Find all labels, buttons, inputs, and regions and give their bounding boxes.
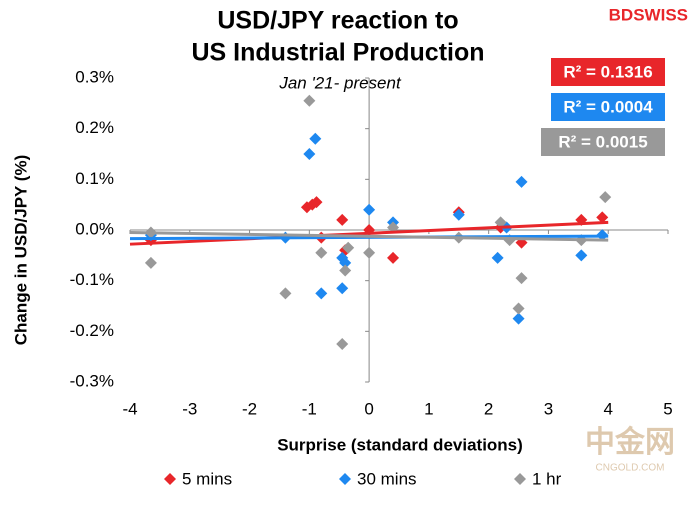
y-tick-label: -0.3% bbox=[70, 371, 114, 390]
legend-marker bbox=[164, 473, 176, 485]
point bbox=[309, 132, 322, 145]
legend-marker bbox=[339, 473, 351, 485]
x-tick-label: -1 bbox=[302, 399, 317, 418]
legend-label: 30 mins bbox=[357, 469, 417, 488]
legend-label: 1 hr bbox=[532, 469, 562, 488]
point bbox=[596, 211, 609, 224]
watermark: 中金网 bbox=[585, 425, 675, 459]
y-tick-label: 0.1% bbox=[75, 169, 114, 188]
point bbox=[339, 264, 352, 277]
point bbox=[452, 208, 465, 221]
chart-subtitle: Jan '21- present bbox=[278, 73, 402, 92]
r2-box bbox=[551, 58, 665, 86]
r2-box bbox=[541, 128, 665, 156]
point bbox=[363, 246, 376, 259]
point bbox=[512, 302, 525, 315]
point bbox=[515, 272, 528, 285]
point bbox=[315, 287, 328, 300]
point bbox=[512, 312, 525, 325]
x-axis-label: Surprise (standard deviations) bbox=[277, 435, 523, 454]
point bbox=[279, 287, 292, 300]
point bbox=[315, 246, 328, 259]
point bbox=[515, 175, 528, 188]
r2-label: R² = 0.0004 bbox=[563, 97, 653, 116]
point bbox=[387, 251, 400, 264]
trend-line bbox=[129, 231, 609, 242]
legend-label: 5 mins bbox=[182, 469, 232, 488]
point bbox=[144, 256, 157, 269]
point bbox=[494, 216, 507, 229]
x-tick-label: -3 bbox=[182, 399, 197, 418]
x-tick-label: 5 bbox=[663, 399, 672, 418]
point bbox=[303, 148, 316, 160]
point bbox=[310, 196, 323, 209]
y-tick-label: 0.2% bbox=[75, 118, 114, 137]
y-tick-label: 0.0% bbox=[75, 219, 114, 238]
y-tick-label: -0.1% bbox=[70, 270, 114, 289]
point bbox=[387, 221, 400, 234]
point bbox=[303, 94, 316, 107]
point bbox=[599, 191, 612, 204]
trend-line bbox=[129, 220, 609, 246]
y-tick-label: 0.3% bbox=[75, 67, 114, 86]
point bbox=[575, 249, 588, 262]
point bbox=[336, 213, 349, 226]
chart-title: USD/JPY reaction to bbox=[217, 7, 458, 35]
point bbox=[336, 282, 349, 295]
r2-label: R² = 0.1316 bbox=[563, 62, 652, 81]
x-tick-label: 2 bbox=[484, 399, 493, 418]
x-tick-label: -4 bbox=[122, 399, 137, 418]
point bbox=[336, 338, 349, 350]
y-axis-label: Change in USD/JPY (%) bbox=[11, 155, 30, 346]
x-tick-label: 1 bbox=[424, 399, 433, 418]
point bbox=[491, 251, 504, 264]
r2-label: R² = 0.0015 bbox=[558, 132, 647, 151]
legend-marker bbox=[514, 473, 526, 485]
x-tick-label: 3 bbox=[544, 399, 553, 418]
y-tick-label: -0.2% bbox=[70, 321, 114, 340]
brand: BDSWISS bbox=[609, 5, 688, 24]
point bbox=[342, 241, 355, 254]
watermark: CNGOLD.COM bbox=[596, 463, 665, 474]
x-tick-label: -2 bbox=[242, 399, 257, 418]
point bbox=[363, 203, 376, 216]
x-tick-label: 4 bbox=[603, 399, 612, 418]
x-tick-label: 0 bbox=[364, 399, 373, 418]
point bbox=[339, 256, 352, 269]
chart-title: US Industrial Production bbox=[191, 39, 484, 67]
r2-box bbox=[551, 93, 665, 121]
